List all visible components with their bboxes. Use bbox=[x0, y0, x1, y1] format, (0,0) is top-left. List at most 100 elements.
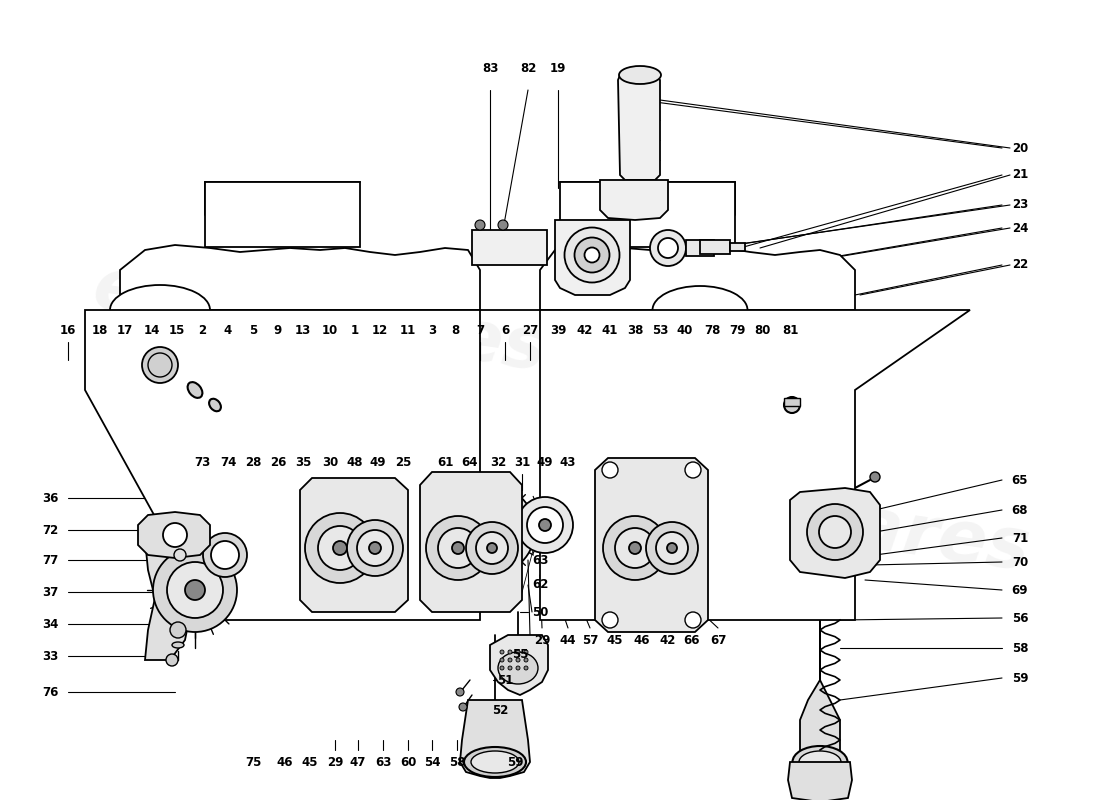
Circle shape bbox=[333, 541, 346, 555]
Polygon shape bbox=[138, 512, 210, 558]
Text: 80: 80 bbox=[754, 323, 770, 337]
Circle shape bbox=[163, 523, 187, 547]
Text: 70: 70 bbox=[1012, 555, 1028, 569]
Text: 68: 68 bbox=[1012, 503, 1028, 517]
Bar bbox=[205, 182, 360, 247]
Text: 27: 27 bbox=[521, 323, 538, 337]
Polygon shape bbox=[556, 220, 630, 295]
Text: 20: 20 bbox=[1012, 142, 1028, 154]
Ellipse shape bbox=[584, 247, 600, 262]
Text: 2: 2 bbox=[198, 323, 206, 337]
Circle shape bbox=[685, 612, 701, 628]
Circle shape bbox=[650, 230, 686, 266]
Text: 51: 51 bbox=[497, 674, 514, 686]
Text: 65: 65 bbox=[1012, 474, 1028, 486]
Circle shape bbox=[174, 549, 186, 561]
Text: 50: 50 bbox=[531, 606, 548, 618]
Text: 24: 24 bbox=[1012, 222, 1028, 234]
Text: 29: 29 bbox=[534, 634, 550, 646]
Bar bbox=[686, 240, 714, 256]
Circle shape bbox=[508, 658, 512, 662]
Polygon shape bbox=[788, 762, 853, 800]
Circle shape bbox=[517, 497, 573, 553]
Text: 10: 10 bbox=[322, 323, 338, 337]
Text: 75: 75 bbox=[245, 755, 261, 769]
Ellipse shape bbox=[110, 285, 210, 335]
Polygon shape bbox=[145, 540, 190, 660]
Text: 42: 42 bbox=[576, 323, 593, 337]
Text: 32: 32 bbox=[490, 455, 506, 469]
Text: 39: 39 bbox=[550, 323, 566, 337]
Text: 69: 69 bbox=[1012, 583, 1028, 597]
Text: 40: 40 bbox=[676, 323, 693, 337]
Circle shape bbox=[658, 238, 678, 258]
Text: 81: 81 bbox=[782, 323, 799, 337]
Text: 34: 34 bbox=[42, 618, 58, 630]
Circle shape bbox=[446, 485, 535, 575]
Text: 73: 73 bbox=[194, 455, 210, 469]
Circle shape bbox=[142, 347, 178, 383]
Text: eurospares: eurospares bbox=[572, 454, 1034, 586]
Text: 13: 13 bbox=[295, 323, 311, 337]
Circle shape bbox=[508, 650, 512, 654]
Text: 77: 77 bbox=[42, 554, 58, 566]
Circle shape bbox=[524, 650, 528, 654]
Polygon shape bbox=[790, 488, 880, 578]
Ellipse shape bbox=[471, 751, 519, 773]
Text: 11: 11 bbox=[400, 323, 416, 337]
Ellipse shape bbox=[564, 227, 619, 282]
Text: 4: 4 bbox=[224, 323, 232, 337]
Text: 45: 45 bbox=[301, 755, 318, 769]
Circle shape bbox=[166, 654, 178, 666]
Text: 37: 37 bbox=[42, 586, 58, 598]
Circle shape bbox=[524, 666, 528, 670]
Ellipse shape bbox=[619, 66, 661, 84]
Polygon shape bbox=[120, 245, 480, 310]
Text: 36: 36 bbox=[42, 491, 58, 505]
Text: 31: 31 bbox=[514, 455, 530, 469]
Text: 12: 12 bbox=[372, 323, 388, 337]
Circle shape bbox=[500, 666, 504, 670]
Text: 46: 46 bbox=[634, 634, 650, 646]
Text: 53: 53 bbox=[652, 323, 668, 337]
Text: 83: 83 bbox=[482, 62, 498, 74]
Circle shape bbox=[305, 513, 375, 583]
Circle shape bbox=[603, 516, 667, 580]
Circle shape bbox=[482, 522, 498, 538]
Text: 48: 48 bbox=[346, 455, 363, 469]
Polygon shape bbox=[600, 180, 668, 220]
Circle shape bbox=[466, 522, 518, 574]
Text: 16: 16 bbox=[59, 323, 76, 337]
Text: 45: 45 bbox=[607, 634, 624, 646]
Circle shape bbox=[170, 622, 186, 638]
Text: 55: 55 bbox=[512, 649, 528, 662]
Circle shape bbox=[820, 516, 851, 548]
Circle shape bbox=[500, 650, 504, 654]
Text: 1: 1 bbox=[351, 323, 359, 337]
Text: 21: 21 bbox=[1012, 169, 1028, 182]
Text: 9: 9 bbox=[274, 323, 282, 337]
Text: 29: 29 bbox=[327, 755, 343, 769]
Polygon shape bbox=[800, 620, 840, 760]
Text: 59: 59 bbox=[1012, 671, 1028, 685]
Text: 58: 58 bbox=[449, 755, 465, 769]
Ellipse shape bbox=[498, 652, 538, 684]
Text: 61: 61 bbox=[437, 455, 453, 469]
Ellipse shape bbox=[209, 398, 221, 411]
Text: 3: 3 bbox=[428, 323, 436, 337]
Circle shape bbox=[516, 666, 520, 670]
Ellipse shape bbox=[652, 286, 748, 334]
Text: 59: 59 bbox=[507, 755, 524, 769]
Text: 54: 54 bbox=[424, 755, 440, 769]
Text: 63: 63 bbox=[531, 554, 548, 566]
Text: 42: 42 bbox=[660, 634, 676, 646]
Circle shape bbox=[508, 666, 512, 670]
Bar bbox=[730, 243, 745, 251]
Circle shape bbox=[602, 462, 618, 478]
Text: 15: 15 bbox=[168, 323, 185, 337]
Circle shape bbox=[438, 528, 478, 568]
Bar bbox=[700, 240, 730, 254]
Text: 33: 33 bbox=[42, 650, 58, 662]
Ellipse shape bbox=[799, 751, 842, 773]
Text: 5: 5 bbox=[249, 323, 257, 337]
